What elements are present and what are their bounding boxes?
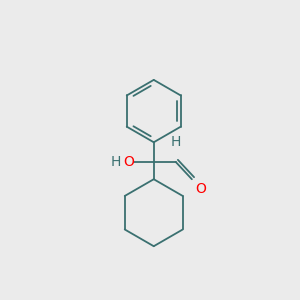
Text: O: O: [123, 155, 134, 169]
Text: H: H: [170, 135, 181, 149]
Text: O: O: [195, 182, 206, 196]
Text: H: H: [110, 155, 121, 169]
